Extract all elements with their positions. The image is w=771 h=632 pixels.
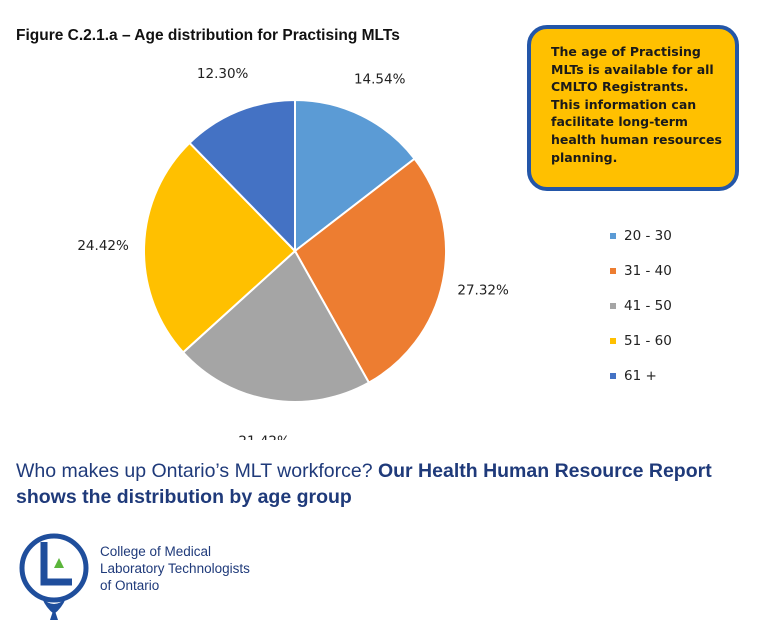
callout-line: This information can — [551, 96, 697, 112]
callout-line: MLTs is available for all — [551, 61, 714, 77]
legend-item: 20 - 30 — [610, 218, 672, 253]
organization-name-line: Laboratory Technologists — [100, 561, 250, 576]
callout-text: The age of Practising MLTs is available f… — [551, 43, 725, 166]
legend-item: 51 - 60 — [610, 323, 672, 358]
slice-data-label: 14.54% — [354, 72, 406, 88]
pie-data-labels: 14.54% 27.32% 21.42% 24.42% 12.30% — [77, 66, 509, 440]
caption-normal: Who makes up Ontario’s MLT workforce? — [16, 460, 378, 482]
callout-line: CMLTO Registrants. — [551, 79, 689, 95]
legend-swatch — [610, 372, 616, 379]
caption: Who makes up Ontario’s MLT workforce? Ou… — [16, 458, 756, 510]
pie-slice — [181, 249, 371, 403]
legend-item: 61 + — [610, 358, 672, 393]
organization-name-line: of Ontario — [100, 578, 160, 593]
legend-item: 31 - 40 — [610, 253, 672, 288]
legend-item: 41 - 50 — [610, 288, 672, 323]
legend-label: 41 - 50 — [624, 297, 672, 314]
pie-chart: 14.54% 27.32% 21.42% 24.42% 12.30% — [77, 66, 509, 440]
slice-data-label: 24.42% — [77, 238, 129, 254]
figure-title: Figure C.2.1.a – Age distribution for Pr… — [16, 27, 400, 44]
legend-swatch — [610, 302, 616, 309]
slice-data-label: 12.30% — [197, 66, 249, 82]
organization-name-line: College of Medical — [100, 544, 212, 559]
chart-legend: 20 - 30 31 - 40 41 - 50 51 - 60 61 + — [610, 218, 672, 393]
legend-swatch — [610, 267, 616, 274]
cmlto-logo-icon — [19, 533, 89, 620]
pie-slice — [143, 141, 297, 354]
legend-swatch — [610, 337, 616, 344]
organization-name: College of Medical Laboratory Technologis… — [100, 543, 250, 594]
slice-data-label: 21.42% — [238, 434, 290, 440]
caption-bold: Our Health Human Resource Report shows t… — [16, 460, 712, 508]
pie-slices — [143, 98, 447, 403]
info-callout: The age of Practising MLTs is available f… — [527, 25, 739, 191]
slice-data-label: 27.32% — [457, 282, 509, 298]
pie-slice — [188, 98, 296, 254]
callout-line: The age of Practising — [551, 44, 701, 59]
legend-swatch — [610, 232, 616, 239]
pie-slice — [294, 98, 416, 254]
legend-label: 51 - 60 — [624, 332, 672, 349]
legend-label: 31 - 40 — [624, 262, 672, 279]
legend-label: 20 - 30 — [624, 227, 672, 244]
pie-slice — [293, 157, 447, 385]
callout-line: facilitate long-term — [551, 114, 688, 130]
callout-line: planning. — [551, 149, 618, 165]
callout-line: health human resources — [551, 131, 722, 147]
legend-label: 61 + — [624, 367, 657, 384]
